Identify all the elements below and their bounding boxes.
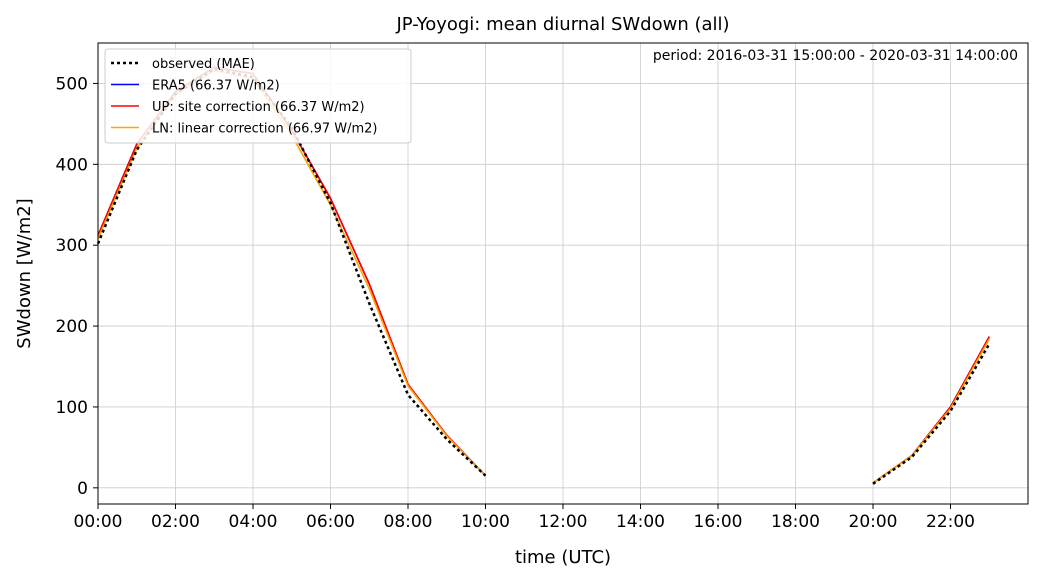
y-tick-label: 100 <box>56 398 88 418</box>
x-tick-label: 16:00 <box>694 512 743 532</box>
y-tick-label: 0 <box>77 479 88 499</box>
ticks: 00:00 02:00 04:00 06:00 08:00 10:00 12:00 14:00… <box>56 74 975 532</box>
legend: observed (MAE) ERA5 (66.37 W/m2) UP: site … <box>104 48 412 144</box>
chart-title: JP-Yoyogi: mean diurnal SWdown (all) <box>395 14 729 35</box>
y-tick-label: 500 <box>56 74 88 94</box>
x-tick-label: 08:00 <box>384 512 433 532</box>
y-tick-label: 300 <box>56 236 88 256</box>
legend-label: UP: site correction (66.37 W/m2) <box>152 100 365 115</box>
x-tick-label: 10:00 <box>461 512 510 532</box>
y-axis-title: SWdown [W/m2] <box>14 198 35 348</box>
x-tick-label: 02:00 <box>151 512 200 532</box>
y-tick-label: 200 <box>56 317 88 337</box>
y-tick-label: 400 <box>56 155 88 175</box>
x-tick-label: 14:00 <box>616 512 665 532</box>
x-tick-label: 12:00 <box>539 512 588 532</box>
legend-label: ERA5 (66.37 W/m2) <box>152 79 280 94</box>
legend-box <box>104 48 412 144</box>
legend-label: observed (MAE) <box>152 57 255 72</box>
period-annotation: period: 2016-03-31 15:00:00 - 2020-03-31… <box>653 48 1018 64</box>
x-tick-label: 00:00 <box>74 512 123 532</box>
x-tick-label: 20:00 <box>849 512 898 532</box>
legend-label: LN: linear correction (66.97 W/m2) <box>152 122 378 137</box>
x-tick-label: 18:00 <box>771 512 820 532</box>
x-tick-label: 22:00 <box>926 512 975 532</box>
x-tick-label: 06:00 <box>306 512 355 532</box>
x-tick-label: 04:00 <box>229 512 278 532</box>
x-axis-title: time (UTC) <box>515 547 611 568</box>
